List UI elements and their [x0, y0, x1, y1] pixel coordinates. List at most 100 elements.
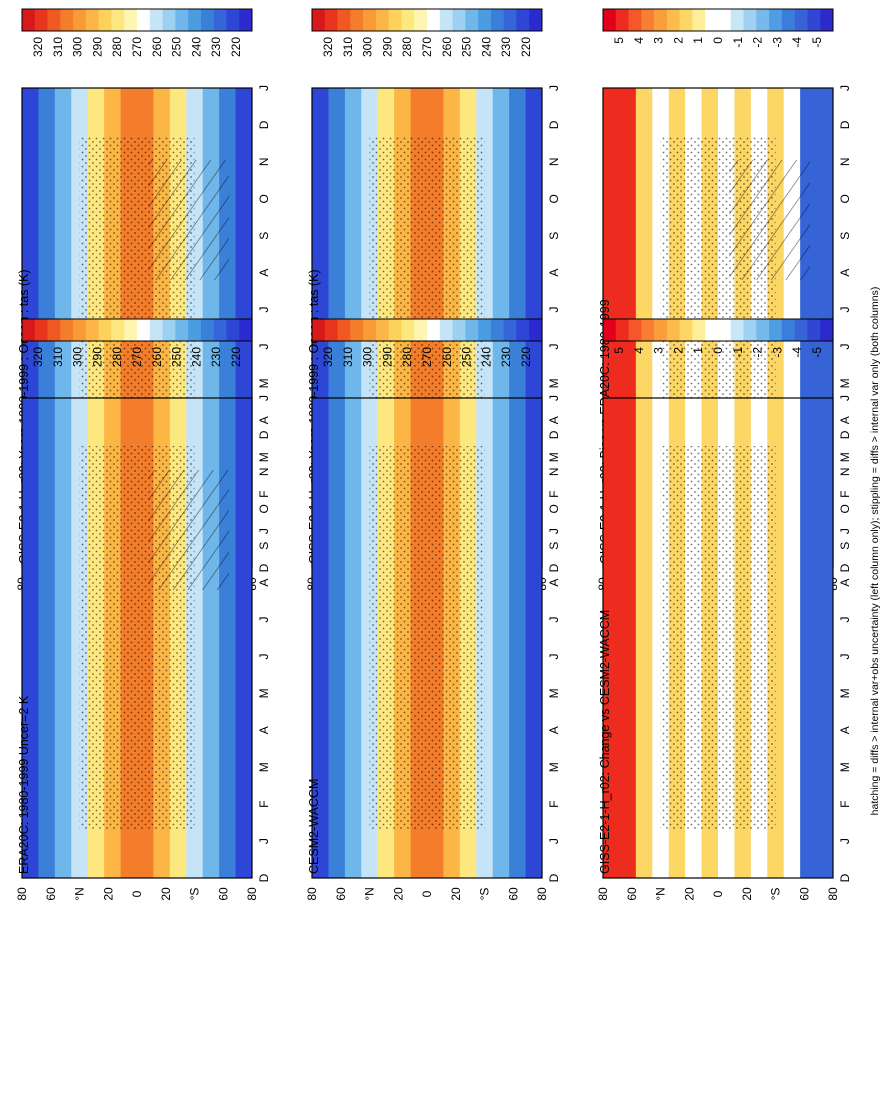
x-tick-label: M	[838, 762, 852, 772]
colorbar-cell	[794, 9, 808, 31]
x-tick-label: M	[547, 688, 561, 698]
colorbar-label: -5	[810, 37, 824, 48]
colorbar-label: 2	[671, 347, 685, 354]
x-tick-label: F	[547, 800, 561, 807]
colorbar-frame	[602, 8, 834, 32]
x-tick-label: J	[547, 838, 561, 844]
colorbar-cell	[529, 9, 543, 31]
colorbar-cell	[124, 9, 138, 31]
colorbar-label: 5	[612, 37, 626, 44]
x-tick-label: N	[838, 468, 852, 477]
colorbar-label: 270	[420, 347, 434, 367]
colorbar-label: 260	[150, 37, 164, 57]
y-tick-label: °N	[363, 887, 377, 900]
colorbar-cell	[388, 319, 402, 341]
colorbar-cell	[239, 9, 253, 31]
x-tick-label: D	[838, 120, 852, 129]
colorbar-cell	[175, 9, 189, 31]
colorbar-cell	[603, 9, 617, 31]
colorbar-frame	[602, 318, 834, 342]
colorbar-cell	[807, 319, 821, 341]
colorbar-label: 220	[519, 37, 533, 57]
colorbar-cell	[414, 319, 428, 341]
colorbar-cell	[641, 9, 655, 31]
heatmap-band	[816, 398, 834, 878]
colorbar-cell	[769, 9, 783, 31]
colorbar-frame	[311, 318, 543, 342]
colorbar-label: -1	[731, 347, 745, 358]
y-tick-label: 80	[15, 887, 29, 901]
colorbar-cell	[34, 9, 48, 31]
colorbar-cell	[149, 319, 163, 341]
colorbar-label: 310	[341, 37, 355, 57]
x-tick-label: A	[838, 269, 852, 277]
chart-title: CESM2-WACCM	[307, 779, 321, 874]
x-tick-label: M	[838, 378, 852, 388]
colorbar-label: 3	[652, 347, 666, 354]
colorbar-cell	[820, 9, 834, 31]
x-tick-label: F	[547, 490, 561, 497]
x-tick-label: A	[257, 579, 271, 587]
colorbar-cell	[679, 9, 693, 31]
x-tick-label: N	[838, 158, 852, 167]
heatmap-field	[603, 398, 834, 878]
x-tick-label: D	[838, 430, 852, 439]
x-tick-label: S	[838, 542, 852, 550]
x-tick-label: O	[838, 504, 852, 513]
colorbar-cell	[401, 9, 415, 31]
colorbar: 320 310 300 290 280 270 260 250 240 230 220	[311, 8, 543, 57]
colorbar-label: 290	[90, 37, 104, 57]
x-tick-label: A	[547, 726, 561, 734]
colorbar-cell	[47, 9, 61, 31]
y-tick-label: 20	[391, 887, 405, 901]
colorbar-cell	[427, 9, 441, 31]
x-tick-label: J	[838, 528, 852, 534]
colorbar: 320 310 300 290 280 270 260 250 240 230 220	[21, 8, 253, 57]
x-tick-label: S	[547, 232, 561, 240]
colorbar-cell	[794, 319, 808, 341]
colorbar-cell	[226, 319, 240, 341]
colorbar-label: 220	[229, 347, 243, 367]
y-tick-label: 60	[216, 887, 230, 901]
x-tick-label: S	[257, 542, 271, 550]
x-tick-label: J	[838, 395, 852, 401]
x-tick-label: J	[838, 838, 852, 844]
x-tick-label: D	[257, 430, 271, 439]
colorbar-cell	[465, 319, 479, 341]
heatmap-band	[54, 398, 72, 878]
hatching-overlay	[148, 160, 229, 280]
colorbar-label: -4	[790, 37, 804, 48]
colorbar-cell	[60, 9, 74, 31]
colorbar-cell	[213, 9, 227, 31]
colorbar-label: 260	[440, 347, 454, 367]
x-tick-label: F	[838, 800, 852, 807]
colorbar-label: 1	[691, 347, 705, 354]
heatmap-band	[619, 398, 637, 878]
colorbar-label: 290	[90, 347, 104, 367]
colorbar: 5 4 3 2 1 0 -1 -2 -3 -4 -5	[602, 8, 834, 48]
heatmap-band	[492, 398, 510, 878]
colorbar-cell	[363, 319, 377, 341]
x-tick-label: A	[257, 269, 271, 277]
y-tick-label: °S	[188, 888, 202, 901]
colorbar-cell	[375, 9, 389, 31]
x-tick-label: J	[257, 653, 271, 659]
colorbar-cell	[654, 9, 668, 31]
y-tick-label: °S	[769, 888, 783, 901]
x-tick-label: N	[257, 158, 271, 167]
colorbar-frame	[21, 318, 253, 342]
x-tick-label: A	[547, 269, 561, 277]
colorbar-label: 260	[150, 347, 164, 367]
colorbar-cell	[781, 319, 795, 341]
colorbar-cell	[375, 319, 389, 341]
colorbar-cell	[705, 319, 719, 341]
x-tick-label: J	[547, 617, 561, 623]
colorbar-frame	[21, 8, 253, 32]
colorbar-cell	[769, 319, 783, 341]
x-tick-label: J	[547, 528, 561, 534]
x-tick-label: D	[547, 873, 561, 882]
y-tick-label: 20	[449, 887, 463, 901]
colorbar-label: 320	[31, 37, 45, 57]
colorbar-cell	[324, 319, 338, 341]
x-tick-label: M	[838, 688, 852, 698]
